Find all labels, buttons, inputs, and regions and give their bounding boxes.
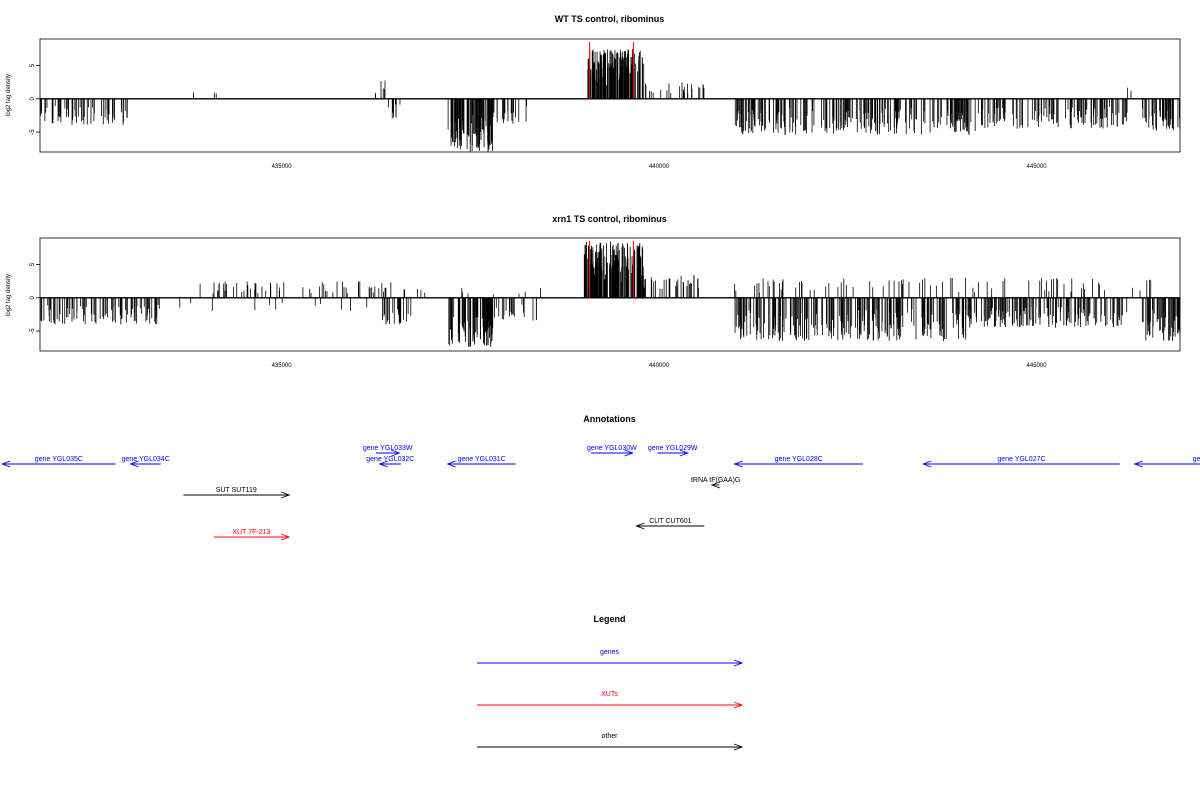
x-tick-label: 435000 xyxy=(272,164,293,170)
track-panel-xrn1: xrn1 TS control, ribominus log2 tag dens… xyxy=(6,214,1181,369)
annotation-arrow: gene YGL031C xyxy=(446,456,516,468)
y-axis-label: log2 tag density xyxy=(6,74,12,116)
annotation-arrow: gene YGL027C xyxy=(922,456,1120,468)
arrow-head xyxy=(710,481,721,489)
arrow-head xyxy=(733,460,743,468)
annotation-arrow: gene YGL032C xyxy=(366,456,414,468)
arrow-head xyxy=(280,491,291,499)
legend-item: other xyxy=(477,733,744,751)
annotation-arrow: CUT CUT601 xyxy=(635,518,705,530)
annotation-label: gene YGL031C xyxy=(458,456,506,463)
y-axis-label: log2 tag density xyxy=(6,274,12,316)
annotation-label: gene YGL028C xyxy=(775,456,823,463)
y-tick-label: 5 xyxy=(30,63,36,67)
y-tick-label: 0 xyxy=(30,96,36,100)
annotation-arrow: XUT 7F-213 xyxy=(213,529,291,541)
arrow-head xyxy=(446,460,456,468)
arrow-head xyxy=(733,743,744,751)
annotation-label: gene YGL033W xyxy=(363,445,413,452)
annotation-arrow: gene YGL029W xyxy=(648,445,698,457)
y-tick-label: -5 xyxy=(30,129,36,135)
x-tick-label: 435000 xyxy=(272,363,293,369)
annotation-arrow: gene YGL033W xyxy=(363,445,413,457)
x-tick-label: 445000 xyxy=(1027,164,1048,170)
annotation-label: gene YGL035C xyxy=(35,456,83,463)
annotation-label: gene YGL032C xyxy=(366,456,414,463)
arrow-head xyxy=(391,449,401,457)
annotation-arrow: gene YGL030W xyxy=(587,445,637,457)
x-axis: 435000 440000 445000 xyxy=(272,164,1048,170)
arrow-head xyxy=(922,460,932,468)
annotation-label: XUT 7F-213 xyxy=(232,529,270,536)
annotation-label: gene YGL034C xyxy=(122,456,170,463)
x-axis: 435000 440000 445000 xyxy=(272,363,1048,369)
arrow-head xyxy=(733,701,744,709)
legend-label: genes xyxy=(600,649,620,656)
annotation-arrow: tRNA tF(GAA)G xyxy=(691,477,740,489)
arrow-head xyxy=(0,460,11,468)
panel-title: xrn1 TS control, ribominus xyxy=(552,214,667,224)
arrow-head xyxy=(624,449,634,457)
arrow-head xyxy=(635,522,645,530)
y-axis: -5 0 5 xyxy=(30,262,40,334)
legend-item: genes xyxy=(477,649,744,667)
marker-lines xyxy=(589,42,634,99)
annotation-label: CUT CUT601 xyxy=(649,518,691,525)
legend-label: other xyxy=(602,733,619,740)
x-tick-label: 445000 xyxy=(1027,363,1048,369)
annotation-arrow: gene YGL035C xyxy=(0,456,116,468)
legend-item: XUTs xyxy=(477,691,744,709)
signal-bars xyxy=(40,241,1181,348)
arrow-head xyxy=(129,460,139,468)
panel-title: WT TS control, ribominus xyxy=(555,14,665,24)
y-tick-label: 5 xyxy=(30,262,36,266)
arrow-head xyxy=(1133,460,1143,468)
signal-bars xyxy=(40,49,1181,152)
arrow-head xyxy=(679,449,690,457)
legend-title: Legend xyxy=(593,614,625,624)
annotation-label: gene YGL029W xyxy=(648,445,698,452)
annotation-label: gene YG xyxy=(1193,456,1200,463)
annotations-title: Annotations xyxy=(583,414,636,424)
annotation-arrow: gene YGL034C xyxy=(122,456,170,468)
annotation-label: tRNA tF(GAA)G xyxy=(691,477,740,484)
legend-items: genes XUTs other xyxy=(477,649,744,751)
plot-frame xyxy=(39,38,1181,153)
plot-frame xyxy=(39,237,1181,352)
annotation-label: gene YGL027C xyxy=(997,456,1045,463)
annotation-items: gene YGL035C gene YGL034C gene YGL033W gene… xyxy=(0,445,1200,541)
annotation-arrow: SUT SUT119 xyxy=(183,487,291,499)
arrow-head xyxy=(378,460,388,468)
y-tick-label: -5 xyxy=(30,328,36,334)
y-tick-label: 0 xyxy=(30,295,36,299)
marker-lines xyxy=(589,241,634,298)
annotations-panel: Annotations gene YGL035C gene YGL034Cgene… xyxy=(0,414,1200,541)
annotation-arrow: gene YGL028C xyxy=(733,456,863,468)
arrow-head xyxy=(733,659,744,667)
legend-panel: Legend genes XUTs other xyxy=(477,614,744,751)
legend-label: XUTs xyxy=(601,691,618,698)
arrow-head xyxy=(280,533,291,541)
x-tick-label: 440000 xyxy=(649,363,670,369)
track-panel-wt: WT TS control, ribominus log2 tag densit… xyxy=(6,14,1181,170)
annotation-label: SUT SUT119 xyxy=(216,487,257,494)
annotation-arrow: gene YG xyxy=(1133,456,1200,468)
x-tick-label: 440000 xyxy=(649,164,670,170)
annotation-label: gene YGL030W xyxy=(587,445,637,452)
y-axis: -5 0 5 xyxy=(30,63,40,135)
